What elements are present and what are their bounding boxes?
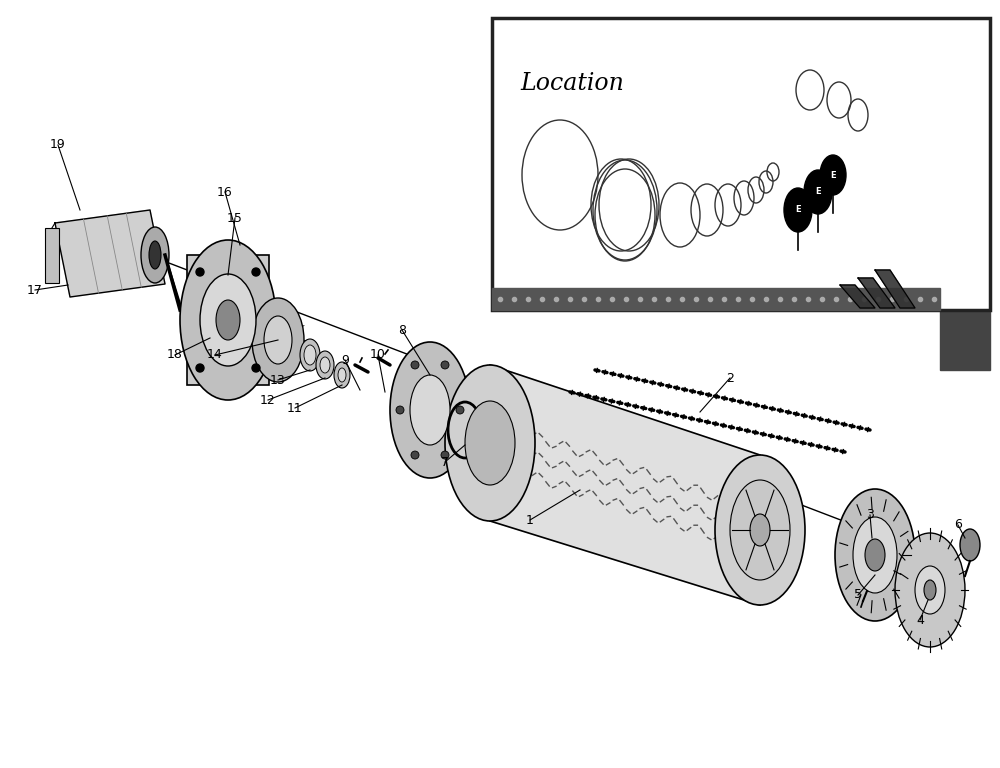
- Polygon shape: [875, 270, 915, 308]
- Ellipse shape: [390, 342, 470, 478]
- Ellipse shape: [252, 298, 304, 382]
- Ellipse shape: [141, 227, 169, 283]
- Text: 19: 19: [50, 138, 66, 151]
- Ellipse shape: [410, 375, 450, 445]
- Ellipse shape: [316, 351, 334, 379]
- Ellipse shape: [200, 274, 256, 366]
- Text: 2: 2: [726, 372, 734, 385]
- Ellipse shape: [784, 188, 812, 232]
- Ellipse shape: [865, 539, 885, 571]
- Ellipse shape: [441, 451, 449, 459]
- Text: 10: 10: [370, 349, 386, 362]
- Ellipse shape: [820, 155, 846, 195]
- Ellipse shape: [456, 406, 464, 414]
- Text: 1: 1: [526, 514, 534, 527]
- Ellipse shape: [924, 580, 936, 600]
- Text: 16: 16: [217, 186, 233, 198]
- Text: 6: 6: [954, 518, 962, 531]
- Polygon shape: [858, 278, 895, 308]
- Ellipse shape: [149, 241, 161, 269]
- Ellipse shape: [895, 533, 965, 647]
- Polygon shape: [492, 288, 940, 310]
- Text: Location: Location: [520, 72, 624, 95]
- Text: 9: 9: [341, 353, 349, 366]
- Ellipse shape: [853, 517, 897, 593]
- Ellipse shape: [715, 455, 805, 605]
- Text: E: E: [830, 170, 836, 180]
- Text: 4: 4: [916, 614, 924, 627]
- Polygon shape: [55, 210, 165, 297]
- Polygon shape: [940, 18, 990, 370]
- Ellipse shape: [960, 529, 980, 561]
- Ellipse shape: [338, 368, 346, 382]
- Bar: [45, 228, 59, 283]
- Ellipse shape: [216, 300, 240, 340]
- Ellipse shape: [750, 514, 770, 546]
- Text: E: E: [815, 187, 821, 197]
- Text: 5: 5: [854, 588, 862, 601]
- Text: 11: 11: [287, 402, 303, 415]
- Ellipse shape: [300, 339, 320, 371]
- Text: 14: 14: [207, 349, 223, 362]
- Text: E: E: [795, 206, 801, 214]
- Bar: [492, 18, 990, 310]
- Text: 15: 15: [227, 211, 243, 224]
- Ellipse shape: [196, 364, 204, 372]
- Ellipse shape: [441, 361, 449, 369]
- Ellipse shape: [252, 364, 260, 372]
- Ellipse shape: [304, 345, 316, 365]
- Ellipse shape: [835, 489, 915, 621]
- Ellipse shape: [264, 316, 292, 364]
- Ellipse shape: [411, 361, 419, 369]
- Text: 18: 18: [167, 349, 183, 362]
- Ellipse shape: [411, 451, 419, 459]
- Text: 3: 3: [866, 508, 874, 521]
- Text: 12: 12: [260, 393, 276, 406]
- Ellipse shape: [196, 268, 204, 276]
- Text: 7: 7: [441, 455, 449, 468]
- Ellipse shape: [465, 401, 515, 485]
- Bar: [187, 255, 269, 385]
- Ellipse shape: [396, 406, 404, 414]
- Polygon shape: [490, 365, 760, 605]
- Ellipse shape: [334, 362, 350, 388]
- Ellipse shape: [320, 357, 330, 373]
- Ellipse shape: [445, 365, 535, 521]
- Ellipse shape: [915, 566, 945, 614]
- Ellipse shape: [730, 480, 790, 580]
- Ellipse shape: [252, 268, 260, 276]
- Text: 8: 8: [398, 323, 406, 336]
- Polygon shape: [840, 285, 875, 308]
- Ellipse shape: [180, 240, 276, 400]
- Ellipse shape: [804, 170, 832, 214]
- Text: 17: 17: [27, 283, 43, 296]
- Text: 13: 13: [270, 373, 286, 386]
